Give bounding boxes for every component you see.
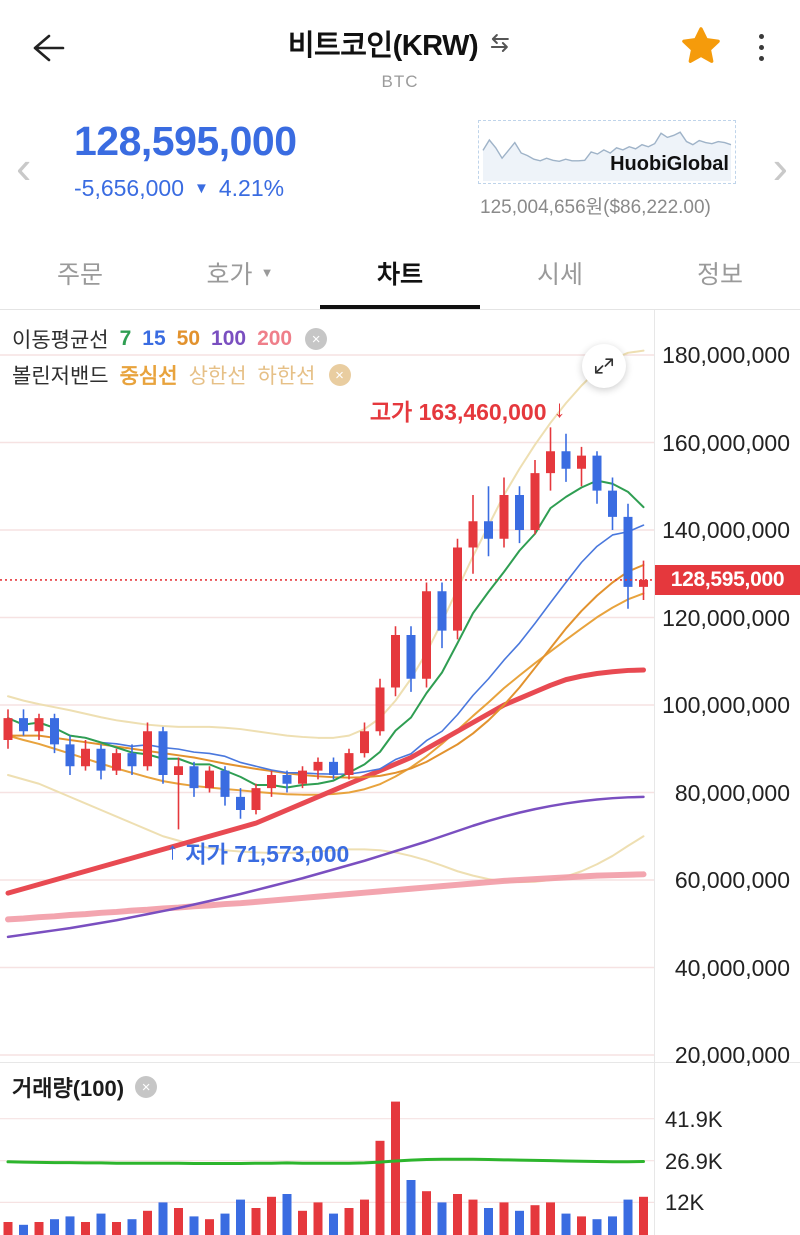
current-price-tag: 128,595,000: [655, 564, 800, 595]
ma-period-100: 100: [211, 327, 247, 350]
exchange-name: HuobiGlobal: [610, 153, 729, 175]
next-coin-button[interactable]: ›: [772, 141, 788, 193]
kebab-dot: [758, 44, 764, 50]
swap-icon[interactable]: [488, 31, 512, 55]
bollinger-center-label: 중심선: [119, 365, 178, 388]
price-axis-label: 160,000,000: [662, 429, 790, 456]
ma-period-15: 15: [142, 327, 166, 350]
global-exchange-panel[interactable]: HuobiGlobal 125,004,656원($86,222.00): [478, 120, 736, 220]
volume-axis-label: 41.9K: [665, 1106, 723, 1132]
price-summary: ‹ 128,595,000 -5,656,000 ▼ 4.21% HuobiGl…: [0, 104, 800, 236]
header: 비트코인(KRW) BTC: [0, 0, 800, 104]
ma-period-50: 50: [176, 327, 201, 350]
bollinger-legend: 볼린저밴드 중심선 상한선 하한선 ×: [12, 360, 351, 390]
ma-legend: 이동평균선 7 15 50 100 200 ×: [12, 324, 328, 354]
ma-legend-close-button[interactable]: ×: [305, 328, 328, 350]
price-axis-label: 60,000,000: [674, 867, 790, 893]
star-icon: [682, 26, 720, 63]
volume-legend: 거래량(100) ×: [12, 1071, 158, 1103]
tab-market[interactable]: 시세: [480, 236, 640, 309]
change-percent: 4.21%: [218, 175, 285, 201]
arrow-up-icon: ↑: [166, 838, 179, 866]
caret-down-icon: ▼: [260, 265, 274, 280]
tab-orderbook[interactable]: 호가 ▼: [160, 236, 320, 309]
expand-chart-button[interactable]: [582, 344, 626, 388]
reference-price: 125,004,656원($86,222.00): [480, 197, 711, 218]
price-axis: 128,595,000 180,000,000 160,000,000 140,00…: [655, 310, 800, 1068]
main-chart-plot[interactable]: 이동평균선 7 15 50 100 200 × 볼린저밴드 중심선 상한선 하한…: [0, 310, 655, 1062]
ma-legend-title: 이동평균선: [12, 329, 109, 352]
volume-axis-label: 26.9K: [665, 1148, 723, 1174]
menu-button[interactable]: [740, 24, 782, 70]
change-amount: -5,656,000: [74, 175, 184, 201]
price-axis-label: 180,000,000: [662, 342, 790, 368]
exchange-sparkline: HuobiGlobal: [478, 120, 736, 184]
volume-axis-label: 12K: [665, 1190, 705, 1216]
bollinger-legend-close-button[interactable]: ×: [328, 364, 351, 386]
price-block: 128,595,000 -5,656,000 ▼ 4.21%: [74, 118, 297, 202]
ticker-symbol: BTC: [381, 72, 419, 91]
back-button[interactable]: [22, 24, 72, 74]
kebab-dot: [758, 55, 764, 61]
tab-order[interactable]: 주문: [0, 236, 160, 309]
low-price-label: 저가 71,573,000: [185, 841, 350, 868]
price-axis-label: 80,000,000: [674, 779, 790, 806]
high-price-label: 고가 163,460,000: [369, 399, 547, 426]
bollinger-legend-title: 볼린저밴드: [12, 365, 109, 388]
volume-legend-title: 거래량(100): [12, 1076, 125, 1101]
title-box: 비트코인(KRW) BTC: [288, 22, 512, 92]
chart-section: 이동평균선 7 15 50 100 200 × 볼린저밴드 중심선 상한선 하한…: [0, 310, 800, 1068]
sparkline-chart: [482, 131, 732, 181]
tab-bar: 주문 호가 ▼ 차트 시세 정보: [0, 236, 800, 310]
current-price: 128,595,000: [74, 118, 297, 164]
prev-coin-button[interactable]: ‹: [16, 141, 32, 193]
tab-info[interactable]: 정보: [640, 236, 800, 309]
volume-chart: [0, 1101, 654, 1235]
arrow-down-icon: ↓: [553, 396, 566, 424]
volume-axis: 41.9K 26.9K 12K: [655, 1063, 799, 1235]
price-axis-label: 140,000,000: [662, 517, 790, 543]
page-title: 비트코인(KRW): [287, 30, 479, 62]
expand-icon: [594, 358, 614, 374]
price-axis-label: 20,000,000: [674, 1042, 790, 1068]
volume-section: 거래량(100) × 41.9K 26.9K 12K: [0, 1062, 800, 1235]
tab-orderbook-label: 호가: [206, 260, 253, 289]
down-triangle-icon: ▼: [193, 180, 209, 197]
volume-legend-close-button[interactable]: ×: [135, 1076, 158, 1098]
high-price-annotation: 고가 163,460,000 ↓: [370, 393, 566, 427]
ma-period-7: 7: [119, 327, 132, 350]
price-change: -5,656,000 ▼ 4.21%: [74, 175, 297, 202]
candlestick-chart: [0, 349, 654, 1056]
ma-period-200: 200: [257, 327, 293, 350]
bollinger-upper-label: 상한선: [188, 365, 247, 388]
back-arrow-icon: [33, 34, 65, 61]
favorite-button[interactable]: [678, 24, 724, 70]
price-axis-label: 40,000,000: [674, 954, 790, 981]
low-price-annotation: ↑ 저가 71,573,000: [167, 835, 350, 869]
kebab-dot: [758, 33, 764, 39]
volume-chart-plot[interactable]: 거래량(100) ×: [0, 1063, 655, 1235]
price-axis-label: 100,000,000: [662, 692, 790, 718]
price-axis-label: 120,000,000: [662, 604, 790, 631]
bollinger-lower-label: 하한선: [257, 365, 316, 388]
tab-chart[interactable]: 차트: [320, 236, 480, 309]
